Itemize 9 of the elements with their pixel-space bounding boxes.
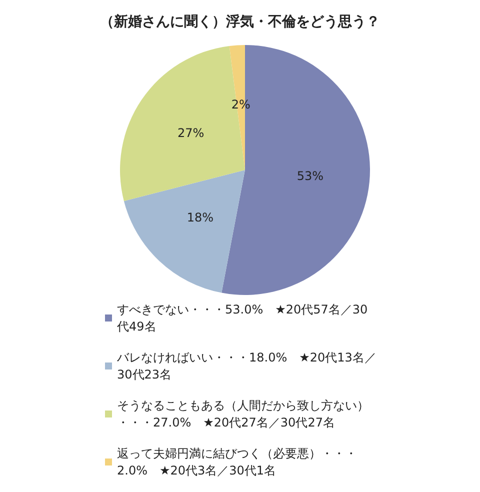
legend-label: そうなることもある（人間だから致し方ない）・・・27.0% ★20代27名／30代27名	[117, 398, 369, 430]
data-label: 2%	[231, 98, 250, 112]
chart-title: （新婚さんに聞く）浮気・不倫をどう思う？	[100, 13, 380, 30]
legend-label: バレなければいい・・・18.0% ★20代13名／30代23名	[116, 350, 376, 382]
legend-label: 返って夫婦円満に結びつく（必要悪）・・・2.0% ★20代3名／30代1名	[117, 446, 357, 478]
legend-label: すべきでない・・・53.0% ★20代57名／30代49名	[116, 302, 368, 334]
data-label: 18%	[186, 210, 214, 225]
data-label: 53%	[296, 169, 324, 184]
data-label: 27%	[177, 126, 204, 140]
